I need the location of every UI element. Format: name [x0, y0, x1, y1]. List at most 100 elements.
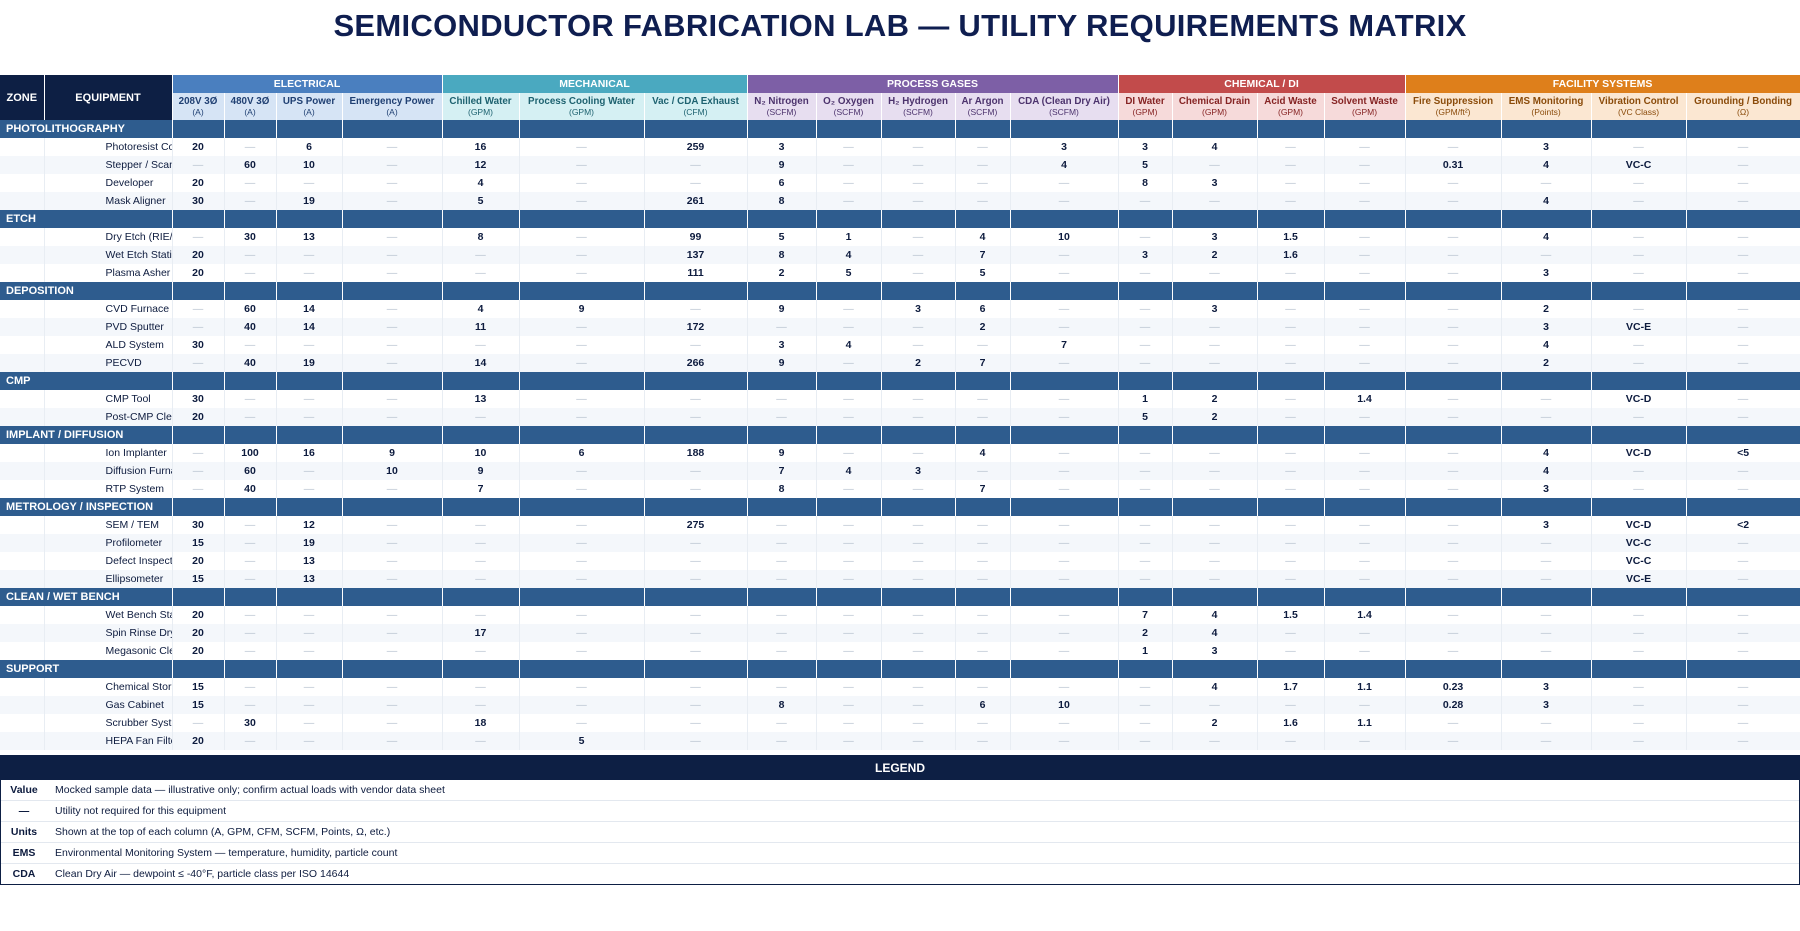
zone-cell [1405, 498, 1502, 516]
not-required-cell: — [881, 714, 956, 732]
zone-cell [1010, 588, 1119, 606]
not-required-cell: — [1257, 696, 1325, 714]
not-required-cell: — [955, 642, 1011, 660]
not-required-cell: — [1118, 336, 1173, 354]
column-unit: (GPM) [467, 106, 494, 117]
zone-label: PHOTOLITHOGRAPHY [0, 120, 173, 138]
zone-cell [1501, 426, 1592, 444]
not-required-cell: — [1686, 624, 1800, 642]
not-required-cell: — [1172, 156, 1258, 174]
not-required-cell: — [1591, 300, 1687, 318]
zone-cell [747, 120, 817, 138]
zone-spacer [0, 732, 45, 750]
not-required-cell: — [1686, 552, 1800, 570]
value-cell: 10 [276, 156, 343, 174]
not-required-cell: — [1010, 642, 1119, 660]
not-required-cell: — [1010, 480, 1119, 498]
value-cell: 4 [1501, 156, 1592, 174]
value-cell: 7 [747, 462, 817, 480]
table-row: Stepper / Scanner—6010—12——9———45———0.31… [0, 156, 1800, 174]
value-cell: 1 [1118, 642, 1173, 660]
not-required-cell: — [519, 570, 645, 588]
not-required-cell: — [881, 336, 956, 354]
zone-cell [519, 498, 645, 516]
zone-cell [816, 660, 882, 678]
zone-cell [172, 282, 225, 300]
value-cell: 2 [955, 318, 1011, 336]
zone-cell [644, 588, 748, 606]
zone-cell [276, 120, 343, 138]
column-header: UPS Power (A) [276, 93, 343, 120]
not-required-cell: — [1405, 462, 1502, 480]
equipment-name: Mask Aligner [44, 192, 173, 210]
zone-cell [276, 210, 343, 228]
value-cell: 15 [172, 534, 225, 552]
zone-cell [1324, 372, 1406, 390]
legend-key: — [18, 805, 30, 817]
not-required-cell: — [1591, 228, 1687, 246]
not-required-cell: — [1591, 696, 1687, 714]
value-cell: 30 [172, 192, 225, 210]
not-required-cell: — [224, 732, 277, 750]
zone-cell [747, 210, 817, 228]
not-required-cell: — [172, 444, 225, 462]
group-header-mech: MECHANICAL [442, 75, 748, 93]
not-required-cell: — [955, 624, 1011, 642]
value-cell: 10 [442, 444, 520, 462]
not-required-cell: — [747, 606, 817, 624]
column-label: CDA (Clean Dry Air) [1018, 95, 1110, 107]
value-cell: 6 [276, 138, 343, 156]
value-cell: 4 [816, 462, 882, 480]
not-required-cell: — [1686, 318, 1800, 336]
value-cell: 8 [747, 192, 817, 210]
not-required-cell: — [1172, 480, 1258, 498]
equipment-name: Post-CMP Cleaner [44, 408, 173, 426]
table-row: Profilometer 15—19— — — — — — — — — — — — — — — VC-C — [0, 534, 1800, 552]
not-required-cell: — [1257, 516, 1325, 534]
zone-spacer [0, 174, 45, 192]
not-required-cell: — [224, 642, 277, 660]
zone-cell [881, 426, 956, 444]
not-required-cell: — [1324, 264, 1406, 282]
not-required-cell: — [881, 138, 956, 156]
not-required-cell: — [224, 624, 277, 642]
table-row: Mask Aligner 30—19—5—261 8— — — — — — — — —4— — [0, 192, 1800, 210]
not-required-cell: — [1010, 246, 1119, 264]
not-required-cell: — [1591, 354, 1687, 372]
not-required-cell: — [1324, 696, 1406, 714]
not-required-cell: — [881, 570, 956, 588]
zone-cell [1405, 210, 1502, 228]
not-required-cell: — [816, 624, 882, 642]
not-required-cell: — [1501, 246, 1592, 264]
not-required-cell: — [747, 642, 817, 660]
not-required-cell: — [1172, 264, 1258, 282]
value-cell: 2 [1172, 390, 1258, 408]
not-required-cell: — [1591, 732, 1687, 750]
not-required-cell: — [1591, 624, 1687, 642]
zone-spacer [0, 228, 45, 246]
column-label: 208V 3Ø [178, 95, 218, 107]
zone-cell [172, 120, 225, 138]
zone-cell [442, 210, 520, 228]
not-required-cell: — [881, 678, 956, 696]
zone-cell [1324, 120, 1406, 138]
value-cell: 5 [955, 264, 1011, 282]
value-cell: 2 [1172, 246, 1258, 264]
not-required-cell: — [342, 552, 443, 570]
not-required-cell: — [342, 696, 443, 714]
value-cell: 14 [442, 354, 520, 372]
value-cell: 6 [955, 696, 1011, 714]
not-required-cell: — [276, 390, 343, 408]
not-required-cell: — [1324, 408, 1406, 426]
not-required-cell: — [644, 678, 748, 696]
zone-cell [224, 372, 277, 390]
zone-cell [955, 120, 1011, 138]
not-required-cell: — [1591, 606, 1687, 624]
equipment-name: Megasonic Cleaner [44, 642, 173, 660]
value-cell: 15 [172, 696, 225, 714]
value-cell: 19 [276, 354, 343, 372]
not-required-cell: — [1324, 318, 1406, 336]
not-required-cell: — [955, 732, 1011, 750]
not-required-cell: — [747, 408, 817, 426]
legend-title: LEGEND [1, 756, 1799, 780]
